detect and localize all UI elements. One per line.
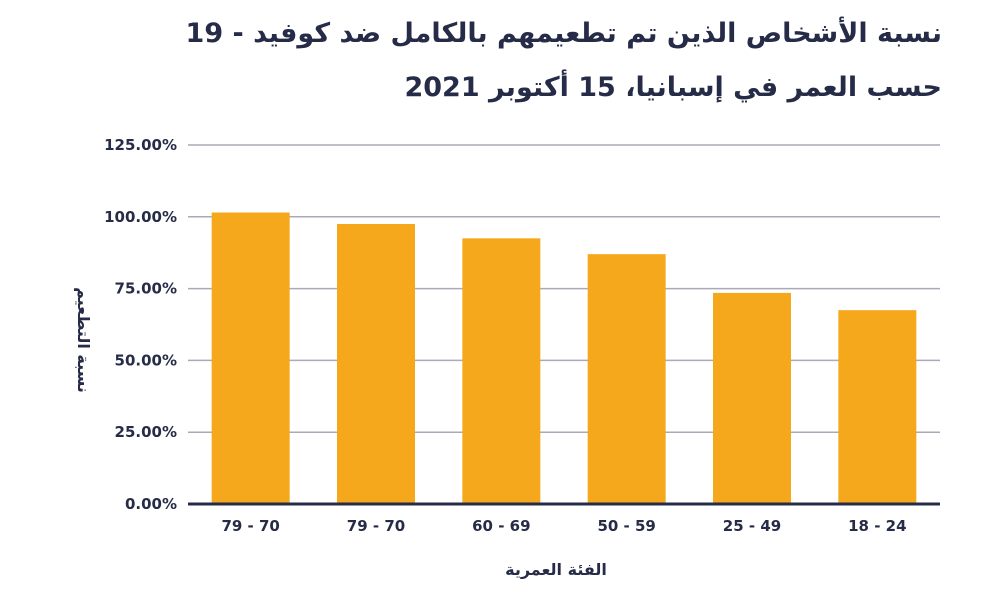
x-tick-label: 79 - 70	[221, 517, 279, 535]
bar	[462, 238, 541, 504]
y-tick-label: 100.00%	[104, 208, 177, 226]
bar	[211, 212, 290, 504]
chart-title: نسبة الأشخاص الذين تم تطعيمهم بالكامل ضد…	[185, 18, 942, 49]
y-tick-label: 75.00%	[115, 280, 177, 298]
y-tick-label: 50.00%	[115, 351, 177, 369]
x-tick-label: 79 - 70	[347, 517, 405, 535]
bar	[713, 292, 791, 504]
x-tick-label: 25 - 49	[723, 517, 781, 535]
y-tick-labels: 0.00% 25.00% 50.00% 75.00% 100.00% 125.00%	[104, 136, 177, 513]
x-tick-label: 18 - 24	[848, 517, 906, 535]
grid-lines	[188, 144, 940, 433]
x-tick-labels: 79 - 70 79 - 70 60 - 69 50 - 59 25 - 49 18 - …	[221, 517, 906, 535]
x-tick-label: 60 - 69	[472, 517, 530, 535]
bar	[337, 223, 415, 505]
chart-subtitle: حسب العمر في إسبانيا، 15 أكتوبر 2021	[404, 72, 942, 103]
bar	[838, 310, 917, 504]
bar	[587, 254, 666, 504]
y-tick-label: 125.00%	[104, 136, 177, 154]
bars	[211, 212, 917, 505]
y-axis-label: نسبة التطعيم	[74, 287, 93, 393]
x-axis-label: الفئة العمرية	[505, 560, 607, 579]
y-tick-label: 0.00%	[125, 495, 177, 513]
y-tick-label: 25.00%	[115, 423, 177, 441]
x-tick-label: 50 - 59	[597, 517, 655, 535]
